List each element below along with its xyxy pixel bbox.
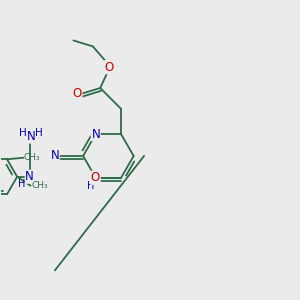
Text: O: O [91,171,100,184]
Text: CH₃: CH₃ [31,181,48,190]
Text: N: N [92,171,100,184]
Text: H: H [18,179,25,189]
Text: O: O [104,61,114,74]
Text: N: N [92,128,100,141]
Text: H: H [19,128,27,138]
Text: O: O [73,87,82,101]
Text: CH₃: CH₃ [24,153,40,162]
Text: N: N [25,170,34,183]
Text: H: H [35,128,43,138]
Text: N: N [27,130,35,143]
Text: H: H [87,181,94,191]
Text: N: N [50,149,59,162]
